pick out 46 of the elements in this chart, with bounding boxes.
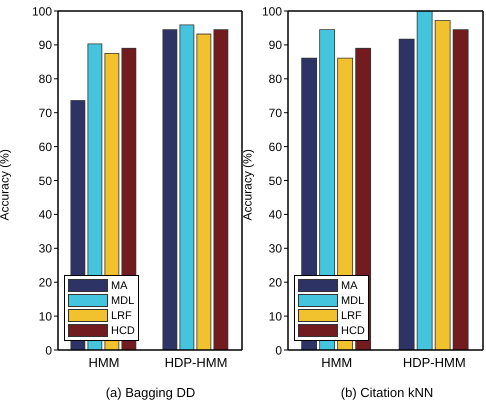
legend-label: HCD (341, 324, 365, 336)
y-axis-title: Accuracy (%) (240, 149, 254, 220)
x-tick-label: HDP-HMM (402, 355, 466, 370)
y-tick-label: 10 (38, 309, 52, 324)
y-tick-label: 100 (262, 4, 282, 18)
y-tick-label: 20 (268, 275, 282, 290)
y-tick-label: 70 (38, 106, 52, 120)
y-tick-label: 40 (268, 208, 282, 222)
y-tick-label: 0 (45, 343, 52, 358)
y-tick-label: 60 (38, 140, 52, 154)
bar (434, 20, 451, 350)
legend-label: MDL (111, 294, 134, 306)
legend-label: HCD (111, 324, 135, 336)
y-tick-label: 80 (38, 72, 52, 86)
y-tick-label: 50 (268, 174, 282, 188)
y-tick-label: 70 (268, 106, 282, 120)
y-tick-label: 80 (268, 72, 282, 86)
y-tick-label: 10 (268, 309, 282, 324)
bar (416, 11, 433, 350)
x-tick-label: HDP-HMM (164, 355, 228, 370)
bar (179, 24, 194, 350)
text: (b) Citation kNN (340, 385, 434, 400)
y-tick-label: 40 (38, 208, 52, 222)
y-tick-label: 60 (268, 140, 282, 154)
legend-label: MDL (341, 294, 364, 306)
bar (162, 29, 178, 350)
legend-label: MA (341, 280, 358, 292)
x-tick-label: HMM (321, 355, 352, 370)
y-tick-label: 30 (268, 242, 282, 256)
bar (398, 38, 415, 350)
y-tick-label: 30 (38, 242, 52, 256)
legend-label: LRF (341, 310, 362, 322)
y-axis-title: Accuracy (%) (0, 149, 12, 220)
y-tick-label: 90 (38, 38, 52, 52)
bar (196, 34, 212, 350)
y-tick-label: 0 (275, 343, 282, 358)
legend-label: LRF (111, 310, 132, 322)
y-tick-label: 50 (38, 174, 52, 188)
legend-label: MA (111, 280, 128, 292)
y-tick-label: 20 (38, 275, 52, 290)
x-tick-label: HMM (88, 355, 120, 370)
text: (a) Bagging DD (104, 385, 196, 400)
y-tick-label: 90 (268, 38, 282, 52)
y-tick-label: 100 (32, 4, 52, 18)
bar (213, 29, 228, 350)
bar (452, 29, 469, 350)
